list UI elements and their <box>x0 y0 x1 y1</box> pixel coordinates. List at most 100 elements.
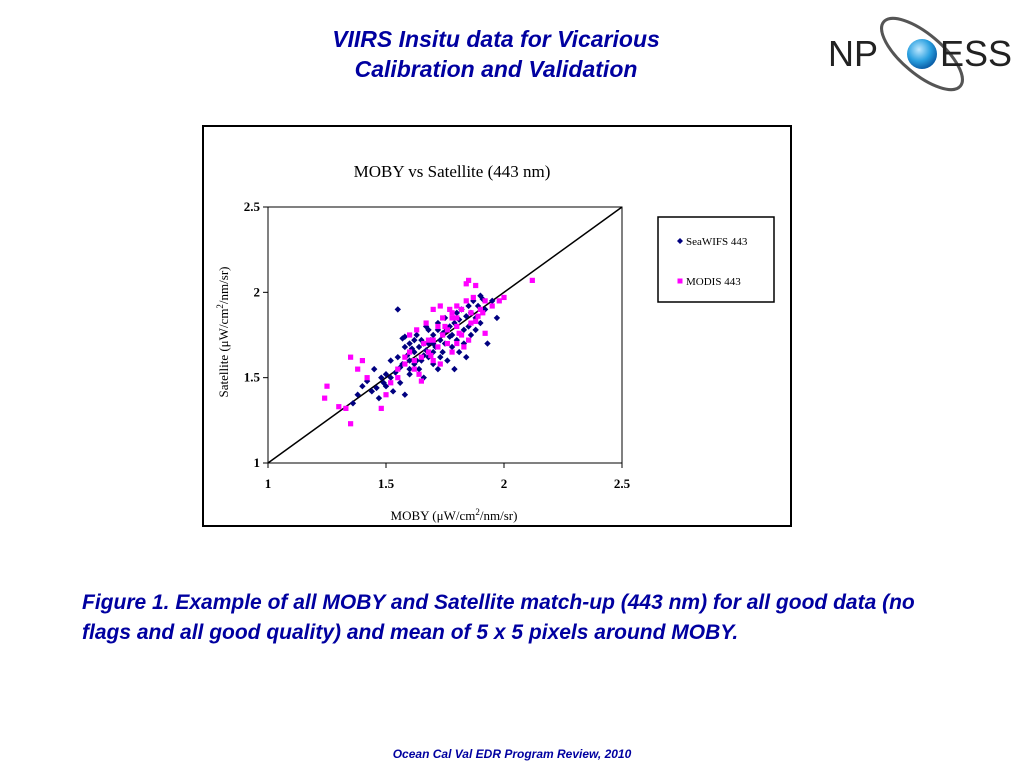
modis-point <box>449 349 455 355</box>
modis-point <box>421 340 427 347</box>
y-axis: 1 1.5 2 2.5 <box>244 199 268 470</box>
modis-point <box>407 349 413 355</box>
seawifs-point <box>460 326 468 334</box>
seawifs-point <box>430 340 437 347</box>
seawifs-point <box>453 309 460 317</box>
footer-text: Ocean Cal Val EDR Program Review, 2010 <box>392 747 632 761</box>
modis-point <box>428 352 434 359</box>
legend-label: SeaWIFS 443 <box>686 236 748 248</box>
modis-point <box>430 358 436 364</box>
seawifs-point <box>401 333 409 340</box>
modis-point <box>395 366 401 372</box>
modis-point <box>468 310 474 316</box>
modis-point <box>324 383 330 389</box>
modis-point <box>430 337 436 343</box>
seawifs-point <box>472 326 479 334</box>
modis-point <box>447 306 453 312</box>
modis-point <box>482 298 488 304</box>
modis-point <box>322 395 328 401</box>
modis-point <box>364 375 370 381</box>
modis-point <box>449 315 455 321</box>
modis-point <box>444 340 450 347</box>
seawifs-point <box>375 394 383 402</box>
seawifs-point <box>373 384 380 392</box>
y-tick-label: 1 <box>254 455 261 470</box>
slide-title: VIIRS Insitu data for Vicarious Calibrat… <box>246 24 746 84</box>
y-axis-label: Satellite (μW/cm2/nm/sr) <box>215 267 231 398</box>
seawifs-point <box>371 365 378 373</box>
modis-point <box>501 294 507 301</box>
modis-point <box>496 298 502 304</box>
modis-point <box>440 315 446 321</box>
modis-point <box>348 421 354 427</box>
modis-point <box>435 344 441 350</box>
seawifs-point <box>439 348 446 356</box>
modis-point <box>411 366 417 372</box>
seawifs-point <box>415 343 423 351</box>
seawifs-point <box>406 340 413 347</box>
seawifs-point <box>484 340 491 347</box>
modis-point <box>418 354 424 360</box>
modis-point <box>456 330 462 336</box>
x-axis: 1 1.5 2 2.5 <box>265 463 631 491</box>
modis-point <box>480 310 486 316</box>
seawifs-point <box>382 383 390 390</box>
modis-point <box>336 404 342 410</box>
modis-point <box>489 303 495 309</box>
modis-point <box>383 392 389 398</box>
series-1 <box>322 277 535 427</box>
seawifs-point <box>394 306 401 313</box>
modis-point <box>395 375 401 381</box>
seawifs-point <box>444 357 451 364</box>
modis-point <box>454 303 460 309</box>
modis-point <box>468 320 474 326</box>
seawifs-point <box>437 353 444 361</box>
modis-point <box>425 337 432 343</box>
modis-point <box>414 327 420 333</box>
modis-point <box>470 294 476 301</box>
modis-point <box>440 332 446 338</box>
seawifs-point <box>463 353 470 361</box>
x-tick-label: 1.5 <box>378 476 395 491</box>
seawifs-point <box>382 371 390 378</box>
modis-point <box>477 306 483 312</box>
modis-point <box>348 354 354 360</box>
seawifs-point <box>425 340 432 347</box>
logo-text-left: NP <box>828 33 878 74</box>
x-tick-label: 2.5 <box>614 476 631 491</box>
modis-point <box>466 337 472 343</box>
seawifs-point <box>378 374 385 381</box>
modis-point <box>425 349 432 355</box>
seawifs-point <box>380 379 387 386</box>
y-tick-label: 2 <box>254 284 261 299</box>
seawifs-point <box>389 388 397 395</box>
seawifs-point <box>401 391 409 398</box>
modis-point <box>402 354 408 360</box>
legend-marker-seawifs <box>677 238 683 244</box>
modis-point <box>444 327 450 333</box>
seawifs-point <box>493 314 501 322</box>
modis-point <box>378 405 384 411</box>
seawifs-point <box>359 383 366 390</box>
seawifs-point <box>354 391 361 398</box>
modis-point <box>463 281 469 287</box>
y-tick-label: 2.5 <box>244 199 261 214</box>
modis-point <box>454 340 460 347</box>
modis-point <box>466 277 472 283</box>
modis-point <box>402 361 408 367</box>
seawifs-point <box>401 343 409 351</box>
chart-frame: MOBY vs Satellite (443 nm) 1 1.5 2 2.5 1 1.5… <box>202 125 792 527</box>
modis-point <box>359 358 365 364</box>
modis-point <box>463 298 469 304</box>
modis-point <box>454 315 460 321</box>
seawifs-point <box>455 348 463 356</box>
seawifs-point <box>411 336 418 344</box>
legend-label: MODIS 443 <box>686 276 741 288</box>
seawifs-point <box>434 365 442 373</box>
modis-point <box>473 318 479 324</box>
y-tick-label: 1.5 <box>244 370 261 385</box>
seawifs-point <box>467 331 475 339</box>
modis-point <box>454 323 460 330</box>
seawifs-point <box>394 353 401 361</box>
x-tick-label: 1 <box>265 476 272 491</box>
